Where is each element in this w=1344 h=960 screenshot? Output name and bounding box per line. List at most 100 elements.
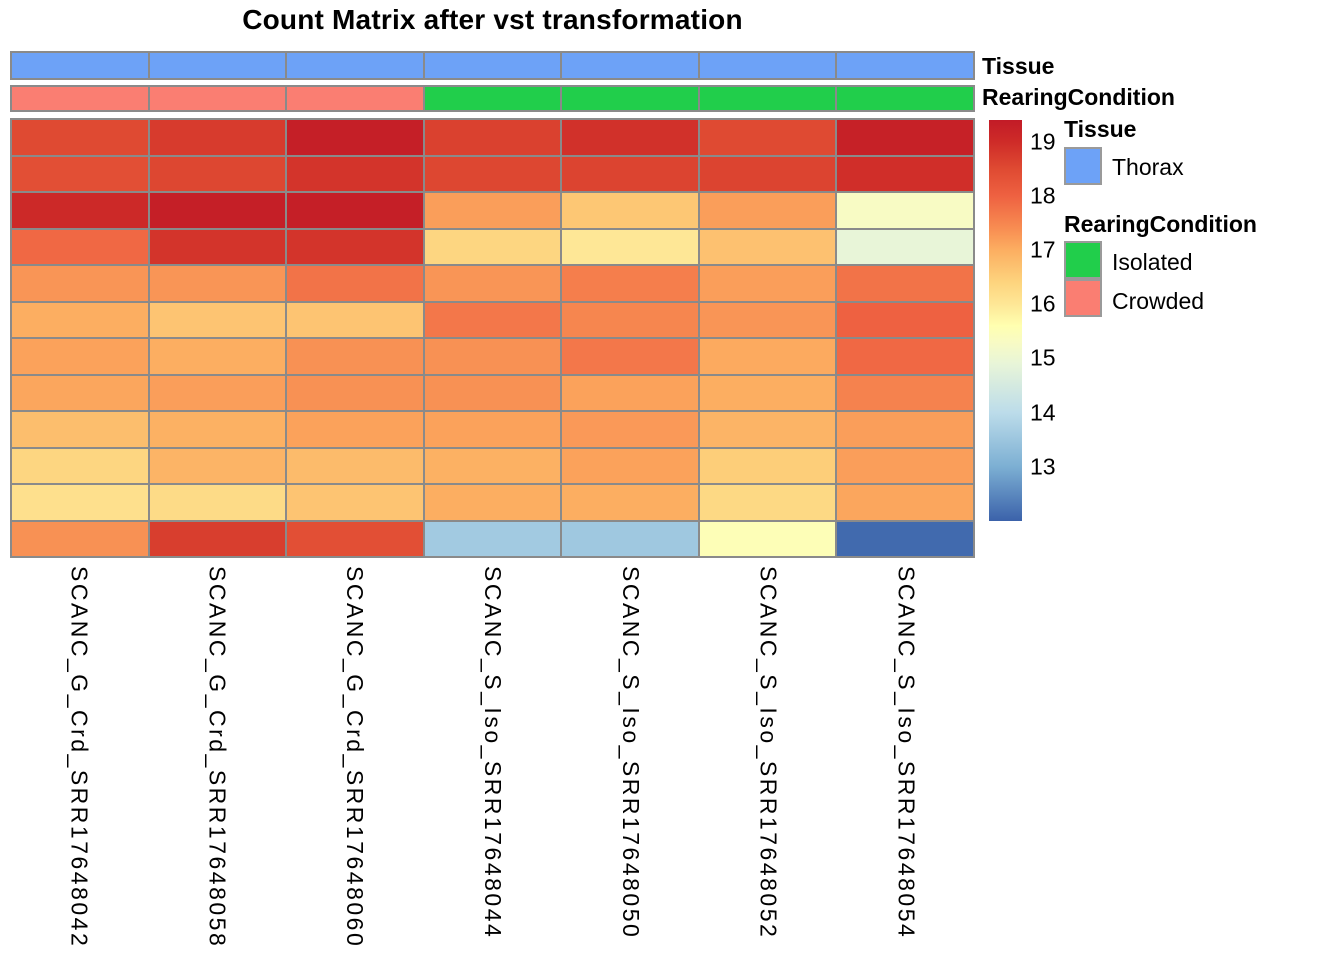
heatmap-cell	[12, 485, 148, 520]
heatmap-cell	[424, 229, 561, 264]
heatmap-cell	[837, 521, 973, 556]
heatmap-cell	[424, 120, 561, 155]
column-label: SCANC_G_Crd_SRR17648058	[204, 566, 231, 949]
heatmap-cell	[149, 448, 286, 483]
heatmap-cell	[12, 339, 148, 374]
color-scale-tick: 15	[1030, 344, 1056, 371]
heatmap-cell	[287, 229, 423, 264]
heatmap-cell	[837, 266, 973, 301]
legend-label-thorax: Thorax	[1112, 154, 1184, 180]
heatmap-cell	[149, 412, 286, 447]
heatmap-cell	[424, 156, 561, 191]
heatmap-cell	[837, 302, 973, 337]
chart-title: Count Matrix after vst transformation	[242, 4, 743, 35]
color-scale-tick: 14	[1030, 399, 1056, 426]
rearing-bar-label: RearingCondition	[982, 84, 1175, 110]
annotation-cell-tissue	[149, 53, 286, 78]
heatmap-cell	[562, 193, 698, 228]
heatmap-cell	[562, 302, 698, 337]
heatmap-cell	[562, 412, 698, 447]
legend-label-isolated: Isolated	[1112, 249, 1193, 275]
heatmap-cell	[287, 448, 423, 483]
column-label: SCANC_G_Crd_SRR17648042	[66, 566, 93, 949]
annotation-cell-tissue	[699, 53, 836, 78]
annotation-cell-rearing	[287, 87, 423, 110]
heatmap-cell	[562, 521, 698, 556]
heatmap-cell	[699, 485, 836, 520]
heatmap-cell	[699, 229, 836, 264]
heatmap-cell	[149, 120, 286, 155]
heatmap-cell	[287, 412, 423, 447]
heatmap-cell	[699, 339, 836, 374]
legend-swatch-crowded	[1064, 279, 1102, 317]
annotation-cell-tissue	[287, 53, 423, 78]
heatmap-cell	[837, 156, 973, 191]
heatmap-cell	[837, 448, 973, 483]
column-label: SCANC_S_Iso_SRR17648044	[480, 566, 506, 940]
legend-label-crowded: Crowded	[1112, 288, 1205, 314]
annotation-cell-tissue	[424, 53, 561, 78]
legend-swatch-isolated	[1064, 241, 1102, 279]
heatmap-cell	[699, 266, 836, 301]
heatmap-cell	[12, 229, 148, 264]
heatmap-cell	[837, 485, 973, 520]
heatmap-cell	[287, 156, 423, 191]
color-scale-bar	[989, 120, 1022, 521]
annotation-cell-rearing	[837, 87, 973, 110]
legend-swatch-thorax	[1064, 147, 1102, 185]
annotation-cell-rearing	[699, 87, 836, 110]
heatmap-cell	[287, 266, 423, 301]
heatmap-cell	[149, 229, 286, 264]
heatmap-cell	[12, 120, 148, 155]
heatmap-cell	[562, 485, 698, 520]
annotation-cell-tissue	[562, 53, 698, 78]
heatmap-cell	[699, 156, 836, 191]
heatmap-cell	[287, 120, 423, 155]
column-label: SCANC_S_Iso_SRR17648054	[893, 566, 920, 940]
heatmap-cell	[562, 339, 698, 374]
heatmap-cell	[287, 339, 423, 374]
heatmap-cell	[837, 229, 973, 264]
rearing-annotation-bar	[10, 85, 975, 112]
legend-rearing-header: RearingCondition	[1064, 211, 1257, 237]
heatmap-cell	[837, 193, 973, 228]
heatmap-cell	[562, 375, 698, 410]
heatmap-cell	[699, 193, 836, 228]
legend-tissue-header: Tissue	[1064, 116, 1137, 142]
heatmap-cell	[149, 266, 286, 301]
heatmap-cell	[424, 448, 561, 483]
heatmap-cell	[149, 485, 286, 520]
color-scale-tick: 17	[1030, 236, 1056, 263]
heatmap-cell	[12, 193, 148, 228]
heatmap-cell	[837, 375, 973, 410]
heatmap-cell	[837, 412, 973, 447]
heatmap-cell	[424, 412, 561, 447]
column-label: SCANC_S_Iso_SRR17648052	[755, 566, 782, 940]
tissue-annotation-bar	[10, 51, 975, 80]
heatmap-cell	[562, 266, 698, 301]
annotation-cell-rearing	[149, 87, 286, 110]
heatmap-cell	[562, 156, 698, 191]
heatmap-cell	[287, 485, 423, 520]
tissue-bar-label: Tissue	[982, 53, 1055, 79]
column-label: SCANC_S_Iso_SRR17648050	[617, 566, 644, 940]
heatmap-cell	[699, 448, 836, 483]
annotation-cell-rearing	[12, 87, 148, 110]
heatmap-grid	[10, 118, 975, 558]
heatmap-cell	[699, 302, 836, 337]
heatmap-cell	[699, 521, 836, 556]
color-scale-tick: 16	[1030, 290, 1056, 317]
annotation-cell-rearing	[562, 87, 698, 110]
heatmap-cell	[699, 375, 836, 410]
heatmap-cell	[149, 339, 286, 374]
heatmap-cell	[562, 448, 698, 483]
heatmap-cell	[562, 229, 698, 264]
heatmap-cell	[12, 266, 148, 301]
heatmap-cell	[149, 302, 286, 337]
column-labels: SCANC_G_Crd_SRR17648042 SCANC_G_Crd_SRR17…	[10, 566, 975, 958]
color-scale-tick: 18	[1030, 182, 1056, 209]
heatmap-cell	[424, 266, 561, 301]
heatmap-cell	[12, 521, 148, 556]
color-scale-tick: 19	[1030, 128, 1056, 155]
